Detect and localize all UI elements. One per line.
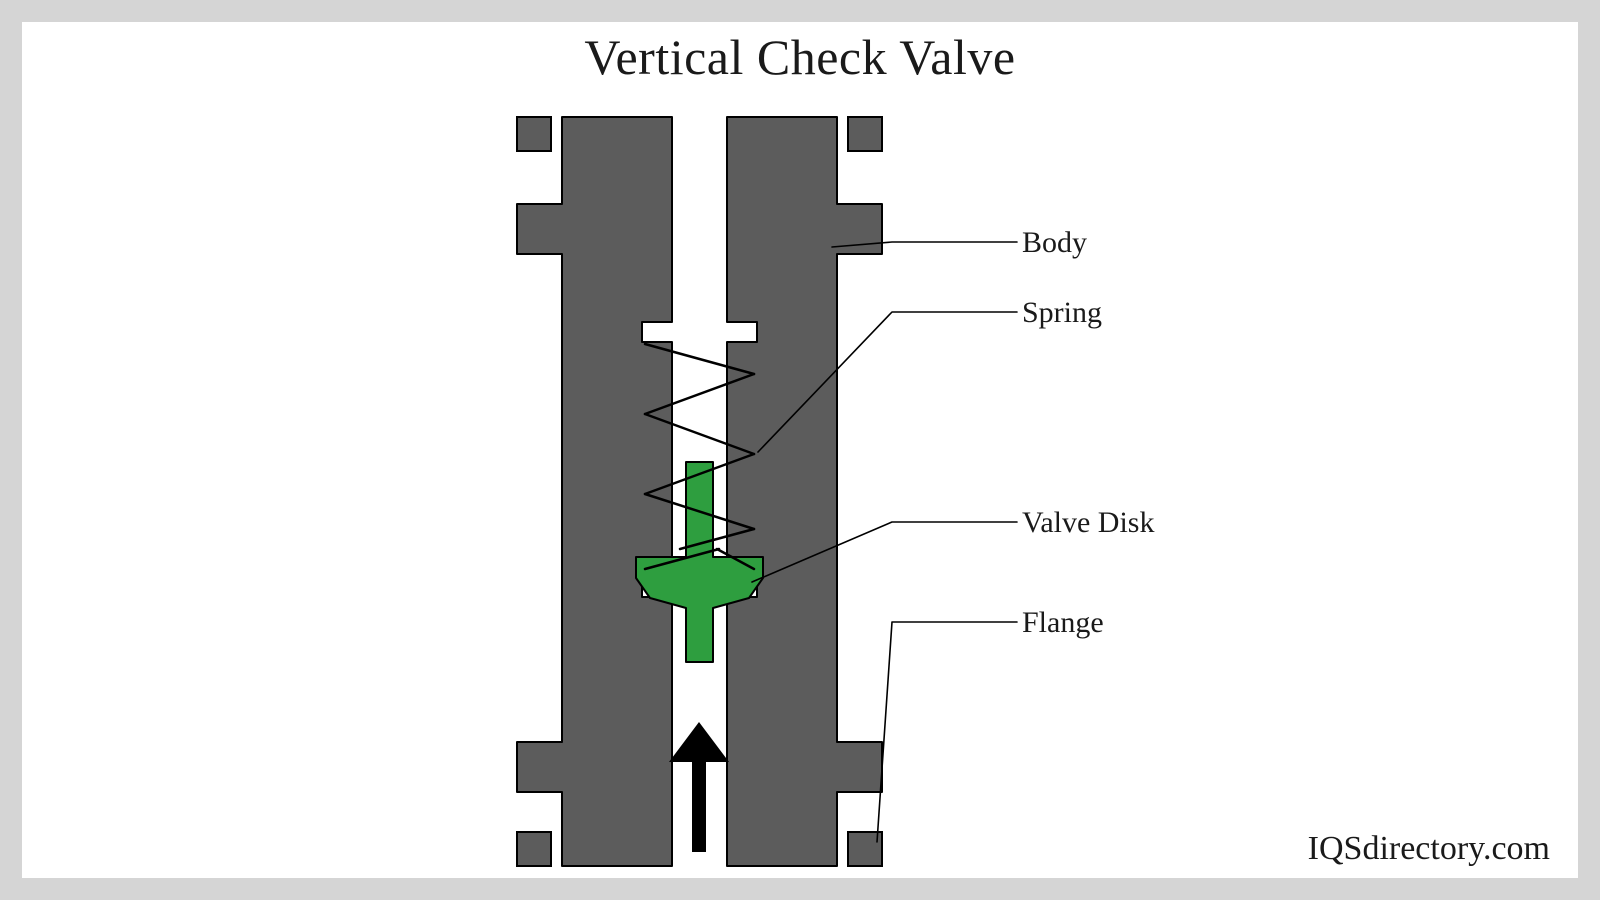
diagram-canvas: Vertical Check Valve Body Spring Valve D… — [22, 22, 1578, 878]
flow-arrow-icon — [669, 722, 729, 852]
label-body: Body — [1022, 226, 1087, 260]
label-flange: Flange — [1022, 606, 1104, 640]
outer-frame: Vertical Check Valve Body Spring Valve D… — [0, 0, 1600, 900]
label-spring: Spring — [1022, 296, 1102, 330]
attribution-text: IQSdirectory.com — [1308, 830, 1550, 868]
label-valve-disk: Valve Disk — [1022, 506, 1154, 540]
valve-diagram-svg — [22, 22, 1578, 878]
